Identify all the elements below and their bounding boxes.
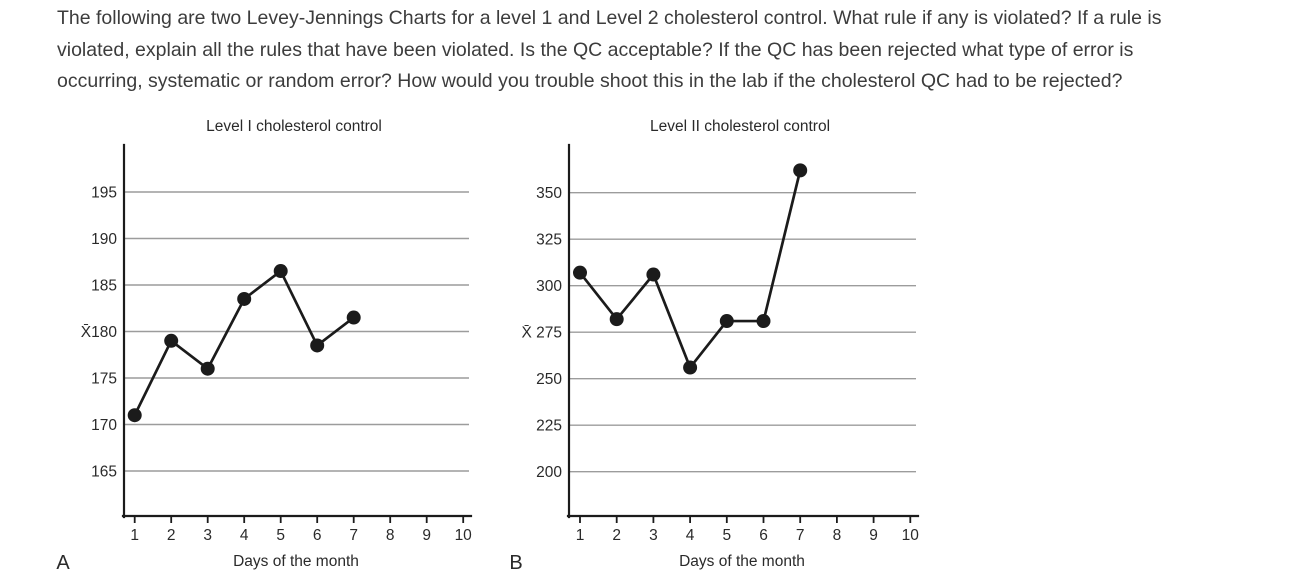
- y-tick-label: 170: [91, 417, 117, 434]
- question-line-2: violated, explain all the rules that hav…: [57, 38, 1134, 61]
- data-point: [164, 333, 179, 348]
- y-tick-label: 250: [536, 371, 562, 388]
- x-tick-label: 1: [576, 527, 585, 544]
- x-tick-label: 6: [759, 527, 768, 544]
- question-text: The following are two Levey-Jennings Cha…: [57, 3, 1301, 98]
- data-point: [573, 265, 587, 280]
- y-tick-label: 185: [91, 278, 117, 295]
- x-tick-label: 10: [455, 527, 473, 544]
- chart-title: Level II cholesterol control: [650, 118, 830, 135]
- x-tick-label: 3: [203, 527, 212, 544]
- x-axis-label: Days of the month: [679, 553, 805, 570]
- data-point: [127, 408, 142, 423]
- x-tick-label: 4: [686, 527, 695, 544]
- y-tick-label: 300: [536, 278, 562, 295]
- panel-letter: B: [509, 552, 522, 574]
- chart-title: Level I cholesterol control: [206, 118, 382, 135]
- data-point: [200, 361, 215, 376]
- x-tick-label: 9: [869, 527, 878, 544]
- y-tick-label: 200: [536, 464, 562, 481]
- x-tick-label: 9: [422, 527, 431, 544]
- y-tick-label: 190: [91, 231, 117, 248]
- data-point: [646, 267, 661, 282]
- data-point: [346, 310, 361, 325]
- y-tick-label: 175: [91, 371, 117, 388]
- x-tick-label: 1: [130, 527, 139, 544]
- x-tick-label: 5: [276, 527, 285, 544]
- y-tick-label: 225: [536, 418, 562, 435]
- data-point: [237, 291, 252, 306]
- y-tick-label: 350: [536, 185, 562, 202]
- x-tick-label: 2: [612, 527, 621, 544]
- data-point: [756, 314, 771, 329]
- data-point: [310, 338, 325, 353]
- x-tick-label: 8: [833, 527, 842, 544]
- data-point: [683, 360, 698, 375]
- x-tick-label: 4: [240, 527, 249, 544]
- question-line-1: The following are two Levey-Jennings Cha…: [57, 7, 1162, 29]
- question-line-3: occurring, systematic or random error? H…: [57, 70, 1123, 92]
- x-tick-label: 2: [167, 527, 176, 544]
- data-point: [609, 312, 624, 327]
- x-tick-label: 5: [722, 527, 731, 544]
- x-tick-label: 8: [386, 527, 395, 544]
- chart-panel-a: Level I cholesterol control195190185X̄18…: [56, 118, 472, 574]
- y-tick-label: 195: [91, 185, 117, 202]
- panel-letter: A: [56, 552, 70, 574]
- y-tick-label: X̄180: [81, 324, 118, 341]
- x-tick-label: 3: [649, 527, 658, 544]
- data-point: [273, 264, 288, 279]
- x-tick-label: 7: [349, 527, 358, 544]
- y-tick-label: X̄ 275: [521, 325, 562, 342]
- chart-panel-b: Level II cholesterol control350325300X̄ …: [509, 118, 919, 574]
- data-line: [578, 169, 802, 369]
- y-tick-label: 325: [536, 232, 562, 249]
- x-tick-label: 6: [313, 527, 322, 544]
- y-tick-label: 165: [91, 464, 117, 481]
- x-tick-label: 10: [902, 527, 920, 544]
- data-point: [793, 163, 808, 178]
- data-point: [719, 314, 734, 329]
- x-tick-label: 7: [796, 527, 805, 544]
- x-axis-label: Days of the month: [233, 553, 359, 570]
